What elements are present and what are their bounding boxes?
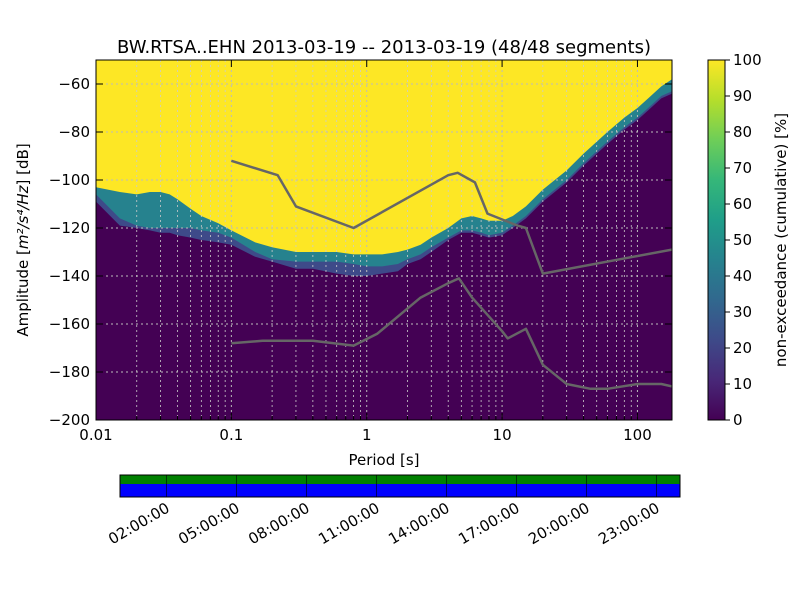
y-tick-label: −60: [58, 75, 90, 93]
x-axis-label: Period [s]: [348, 451, 419, 469]
timeline-top-band: [120, 475, 680, 484]
chart-title: BW.RTSA..EHN 2013-03-19 -- 2013-03-19 (4…: [117, 37, 651, 58]
colorbar-tick-label: 70: [733, 159, 752, 177]
heat-band-high: [96, 60, 672, 255]
timeline-tick-label: 14:00:00: [385, 499, 452, 548]
colorbar-tick-label: 60: [733, 195, 752, 213]
y-tick-label: −180: [49, 363, 90, 381]
y-axis-ticks: −60 −80 −100 −120 −140 −160 −180 −200: [49, 75, 672, 429]
y-tick-label: −80: [58, 123, 90, 141]
colorbar-tick-label: 0: [733, 411, 743, 429]
plot-frame: [95, 59, 673, 421]
series-line-0: [230, 159, 672, 275]
colorbar: [708, 60, 725, 420]
colorbar-tick-label: 50: [733, 231, 752, 249]
timeline-tick-label: 17:00:00: [455, 499, 522, 548]
data-coverage-timeline: 02:00:00 05:00:00 08:00:00 11:00:00 14:00:00…: [105, 474, 681, 548]
colorbar-tick-label: 100: [733, 51, 762, 69]
series-line-1: [231, 277, 672, 391]
y-axis-label: Amplitude [m²/s⁴/Hz] [dB]: [14, 143, 32, 336]
colorbar-tick-label: 20: [733, 339, 752, 357]
timeline-tick-label: 23:00:00: [595, 499, 662, 548]
colorbar-tick-label: 30: [733, 303, 752, 321]
colorbar-tick-label: 10: [733, 375, 752, 393]
colorbar-tick-label: 90: [733, 87, 752, 105]
y-tick-label: −160: [49, 315, 90, 333]
x-axis-ticks: 0.01 0.1 1 10 100: [79, 60, 652, 444]
timeline-tick-label: 02:00:00: [105, 499, 172, 548]
noise-model-lines: [230, 159, 672, 391]
y-tick-label: −140: [49, 267, 90, 285]
timeline-tick-label: 20:00:00: [525, 499, 592, 548]
y-tick-label: −120: [49, 219, 90, 237]
grid-lines: [96, 60, 672, 420]
x-tick-label: 10: [493, 426, 512, 444]
colorbar-ticks: 0 10 20 30 40 50 60 70 80 90 100: [725, 51, 762, 429]
x-tick-label: 0.01: [79, 426, 112, 444]
x-tick-label: 100: [623, 426, 652, 444]
timeline-bottom-band: [120, 484, 680, 497]
timeline-tick-label: 05:00:00: [175, 499, 242, 548]
y-tick-label: −100: [49, 171, 90, 189]
x-tick-label: 0.1: [219, 426, 243, 444]
colorbar-tick-label: 40: [733, 267, 752, 285]
colorbar-tick-label: 80: [733, 123, 752, 141]
x-tick-label: 1: [362, 426, 372, 444]
colorbar-label: non-exceedance (cumulative) [%]: [772, 113, 790, 367]
timeline-tick-label: 11:00:00: [315, 499, 382, 548]
timeline-frame: [119, 474, 681, 498]
psd-heatmap: [96, 60, 672, 420]
y-tick-label: −200: [49, 411, 90, 429]
timeline-tick-label: 08:00:00: [245, 499, 312, 548]
